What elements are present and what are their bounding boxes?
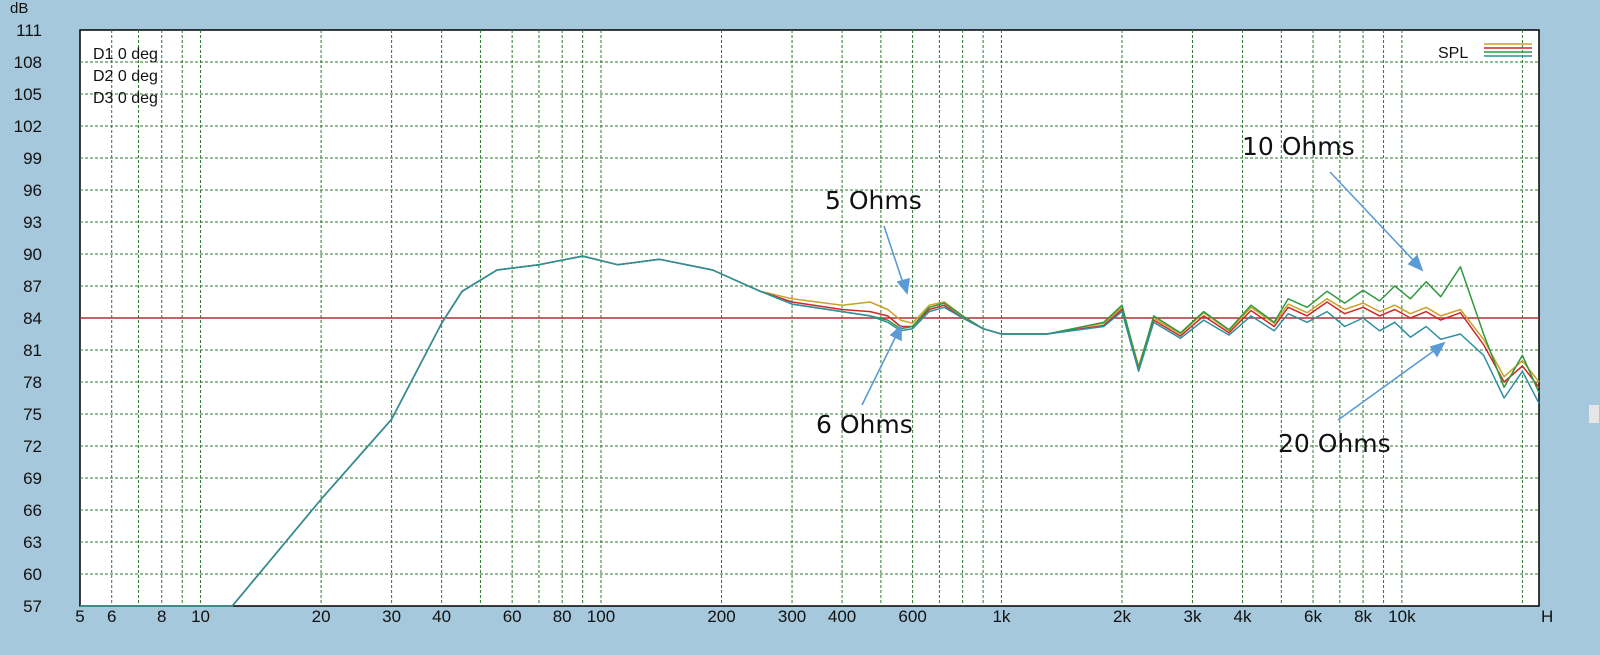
annotation-10-ohms: 10 Ohms: [1242, 132, 1355, 161]
y-tick-label: 108: [14, 53, 42, 72]
arrow-20-ohms: [1337, 349, 1436, 421]
x-tick-label: 6k: [1304, 607, 1322, 626]
series-line-4: [80, 255, 1540, 607]
y-axis-unit: dB: [10, 0, 28, 17]
x-tick-label: 20: [312, 607, 331, 626]
x-tick-label: 30: [382, 607, 401, 626]
x-axis-ticks: 5 6 8 10 20 30 40 60 80 100 200 300 400 600 1k 2k 3k 4k 6k…: [75, 607, 1553, 626]
y-tick-label: 93: [23, 213, 42, 232]
x-tick-label: 100: [587, 607, 615, 626]
y-tick-label: 105: [14, 85, 42, 104]
x-tick-label: 10k: [1388, 607, 1416, 626]
x-tick-label: 1k: [992, 607, 1010, 626]
annotations: 5 Ohms 6 Ohms 10 Ohms 20 Ohms: [816, 132, 1446, 458]
y-tick-label: 96: [23, 181, 42, 200]
arrow-10-ohms: [1329, 171, 1416, 263]
y-tick-label: 63: [23, 533, 42, 552]
arrow-5-ohms: [883, 225, 904, 284]
annotation-6-ohms: 6 Ohms: [816, 410, 913, 439]
x-tick-label: H: [1541, 607, 1553, 626]
series-lines: [80, 255, 1540, 607]
x-tick-label: 6: [107, 607, 116, 626]
y-tick-label: 69: [23, 469, 42, 488]
x-tick-label: 600: [898, 607, 926, 626]
y-tick-label: 60: [23, 565, 42, 584]
x-tick-label: 10: [191, 607, 210, 626]
curve-labels: D1 0 deg D2 0 deg D3 0 deg: [93, 46, 158, 107]
y-tick-label: 102: [14, 117, 42, 136]
y-tick-label: 81: [23, 341, 42, 360]
x-tick-label: 8: [157, 607, 166, 626]
scrollbar-thumb[interactable]: [1589, 405, 1599, 423]
arrow-6-ohms: [861, 335, 897, 406]
y-tick-label: 99: [23, 149, 42, 168]
x-tick-label: 40: [432, 607, 451, 626]
x-tick-label: 2k: [1113, 607, 1131, 626]
y-tick-label: 84: [23, 309, 42, 328]
x-tick-label: 80: [553, 607, 572, 626]
annotation-20-ohms: 20 Ohms: [1278, 429, 1391, 458]
legend-label: SPL: [1438, 45, 1468, 62]
y-tick-label: 87: [23, 277, 42, 296]
legend: SPL: [1438, 43, 1532, 62]
arrowhead-20-ohms: [1429, 341, 1446, 358]
arrowhead-6-ohms: [889, 324, 902, 342]
curve-label-d3: D3 0 deg: [93, 90, 158, 107]
x-tick-label: 60: [503, 607, 522, 626]
x-tick-label: 4k: [1234, 607, 1252, 626]
x-tick-label: 5: [75, 607, 84, 626]
y-tick-label: 57: [23, 597, 42, 616]
y-tick-label: 75: [23, 405, 42, 424]
x-tick-label: 400: [828, 607, 856, 626]
curve-label-d2: D2 0 deg: [93, 68, 158, 85]
y-axis-ticks: 57 60 63 66 69 72 75 78 81 84 87 90 93 96 99 102 105 108 1…: [14, 21, 42, 616]
arrowhead-5-ohms: [896, 277, 910, 295]
x-tick-label: 3k: [1184, 607, 1202, 626]
x-tick-label: 200: [707, 607, 735, 626]
y-tick-label: 72: [23, 437, 42, 456]
y-tick-label: 90: [23, 245, 42, 264]
x-tick-label: 300: [778, 607, 806, 626]
legend-swatch-icon: [1484, 43, 1532, 57]
curve-label-d1: D1 0 deg: [93, 46, 158, 63]
y-tick-label: 111: [16, 21, 42, 40]
y-tick-label: 66: [23, 501, 42, 520]
arrowhead-10-ohms: [1407, 254, 1424, 272]
x-tick-label: 8k: [1354, 607, 1372, 626]
y-tick-label: 78: [23, 373, 42, 392]
annotation-5-ohms: 5 Ohms: [825, 186, 922, 215]
